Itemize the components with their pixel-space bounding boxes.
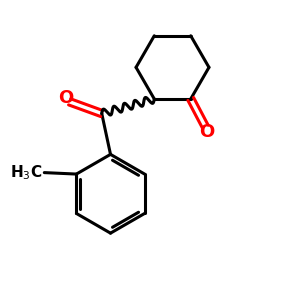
Text: O: O: [58, 89, 73, 107]
Text: H$_3$C: H$_3$C: [10, 163, 42, 182]
Text: O: O: [199, 123, 214, 141]
